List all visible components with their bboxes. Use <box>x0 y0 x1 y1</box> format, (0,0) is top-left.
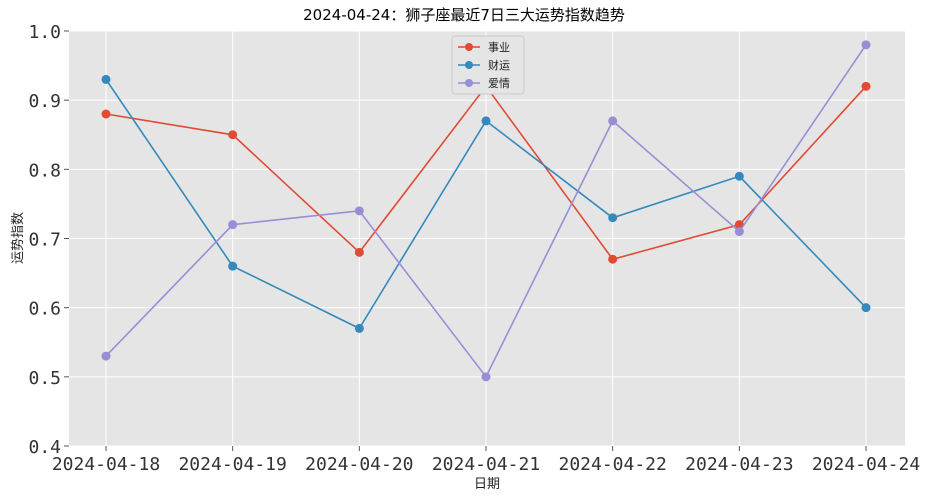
data-point <box>354 206 364 216</box>
x-tick-label: 2024-04-20 <box>305 454 413 475</box>
data-point <box>354 247 364 257</box>
data-point <box>734 227 744 237</box>
x-axis-label: 日期 <box>474 477 500 492</box>
y-tick-label: 0.4 <box>28 437 61 458</box>
y-axis-label: 运势指数 <box>10 212 26 264</box>
data-point <box>608 116 618 126</box>
x-tick-label: 2024-04-24 <box>812 454 920 475</box>
y-tick-label: 0.6 <box>28 299 61 320</box>
series-3 <box>101 40 871 382</box>
legend-label: 爱情 <box>488 77 510 90</box>
y-tick-label: 0.7 <box>28 230 61 251</box>
data-point <box>481 372 491 382</box>
data-point <box>608 254 618 264</box>
legend-swatch-marker <box>465 61 473 69</box>
x-tick-label: 2024-04-23 <box>685 454 793 475</box>
data-point <box>481 116 491 126</box>
x-tick-label: 2024-04-21 <box>432 454 540 475</box>
x-tick-label: 2024-04-22 <box>558 454 666 475</box>
legend-item: 财运 <box>458 58 510 72</box>
data-point <box>101 74 111 84</box>
series-2 <box>101 74 871 333</box>
data-point <box>228 220 238 230</box>
data-point <box>228 130 238 140</box>
chart-title: 2024-04-24：狮子座最近7日三大运势指数趋势 <box>303 6 625 24</box>
data-point <box>861 81 871 91</box>
y-tick-label: 1.0 <box>28 22 61 43</box>
data-point <box>101 109 111 119</box>
data-point <box>861 40 871 50</box>
x-tick-label: 2024-04-19 <box>178 454 286 475</box>
data-point <box>734 220 744 230</box>
x-tick-label: 2024-04-18 <box>52 454 160 475</box>
legend-item: 事业 <box>458 41 510 54</box>
y-tick-label: 0.8 <box>28 160 61 181</box>
y-tick-label: 0.9 <box>28 91 61 112</box>
legend-item: 爱情 <box>458 77 510 90</box>
y-tick-label: 0.5 <box>28 368 61 389</box>
data-point <box>734 171 744 181</box>
legend-swatch-marker <box>465 43 473 51</box>
data-point <box>354 323 364 333</box>
data-point <box>608 213 618 223</box>
legend-swatch-marker <box>465 79 473 87</box>
legend-label: 财运 <box>488 58 510 72</box>
data-point <box>228 261 238 271</box>
axis-ticks: 0.4 0.5 0.6 0.7 0.8 0.9 1.0 2024-04-18 2024-04-1… <box>28 22 920 475</box>
data-point <box>101 351 111 361</box>
data-point <box>861 303 871 313</box>
legend-label: 事业 <box>488 41 510 54</box>
